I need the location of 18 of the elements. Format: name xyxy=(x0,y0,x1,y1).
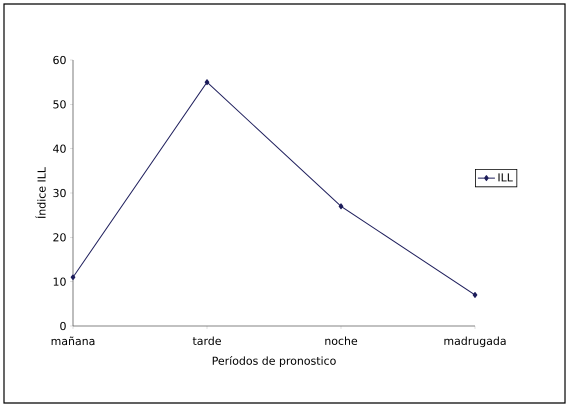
point xyxy=(338,203,344,210)
point xyxy=(472,292,478,298)
x-tick-label: noche xyxy=(325,336,358,345)
y-tick-label: 10 xyxy=(54,278,66,286)
point xyxy=(70,274,76,280)
y-tick-label: 0 xyxy=(60,322,66,330)
point xyxy=(204,79,210,86)
x-tick-label: tarde xyxy=(192,336,221,345)
x-axis-title: Períodos de pronostico xyxy=(212,356,336,368)
x-tick-label: mañana xyxy=(52,336,94,346)
y-tick-label: 20 xyxy=(53,233,66,242)
y-tick-label: 30 xyxy=(53,188,66,198)
y-tick-label: 50 xyxy=(53,100,66,108)
y-axis-title: Índice ILL xyxy=(35,167,46,218)
y-tick-label: 60 xyxy=(53,56,66,64)
legend-label: ILL xyxy=(498,173,513,182)
y-tick-label: 40 xyxy=(53,144,66,153)
x-tick-label: madrugada xyxy=(444,336,506,348)
